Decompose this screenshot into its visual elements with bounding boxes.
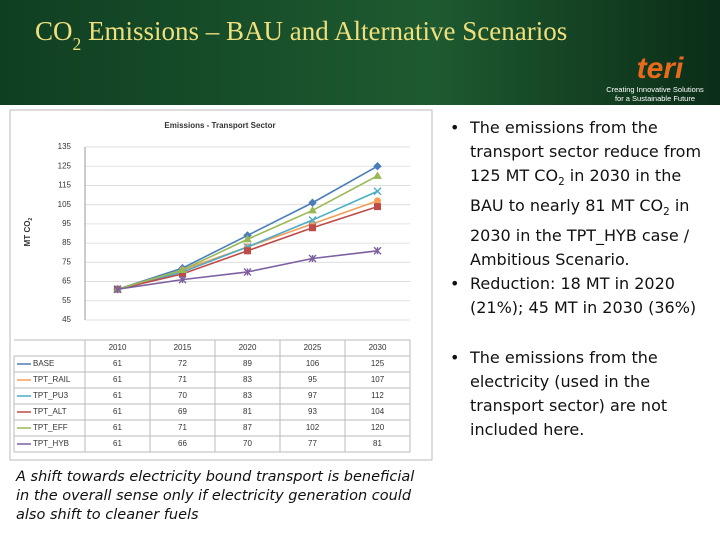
x-tick-label: 2015 <box>174 343 192 352</box>
y-axis-label: MT CO2 <box>23 218 34 247</box>
bullet-list: The emissions from the transport sector … <box>440 116 715 442</box>
marker <box>243 234 252 243</box>
bullet: The emissions from the electricity (used… <box>440 346 715 442</box>
text-run: Emissions – BAU and Alternative Scenario… <box>81 16 567 46</box>
table-cell: 81 <box>373 439 382 448</box>
table-cell: 102 <box>306 423 320 432</box>
text-run: Reduction: 18 MT in 2020 (21%); 45 MT in… <box>470 274 697 318</box>
subscript: 2 <box>28 218 34 221</box>
text-run: The emissions from the transport sector … <box>470 118 702 185</box>
y-tick-label: 85 <box>62 238 71 247</box>
table-cell: 69 <box>178 407 187 416</box>
legend-label: TPT_RAIL <box>33 375 71 384</box>
text-run: MT CO <box>23 221 32 247</box>
chart-title: Emissions - Transport Sector <box>164 121 275 130</box>
marker <box>308 254 317 263</box>
table-cell: 77 <box>308 439 317 448</box>
legend-label: BASE <box>33 359 54 368</box>
marker <box>308 205 317 214</box>
y-tick-label: 115 <box>58 181 71 190</box>
y-tick-label: 65 <box>62 277 71 286</box>
table-cell: 72 <box>178 359 187 368</box>
marker <box>113 285 122 294</box>
marker <box>373 246 382 255</box>
marker <box>374 203 381 211</box>
y-tick-label: 105 <box>58 200 72 209</box>
text-run: CO <box>35 16 73 46</box>
subscript: 2 <box>73 34 82 54</box>
table-cell: 89 <box>243 359 252 368</box>
marker <box>178 275 187 284</box>
marker <box>309 224 316 232</box>
table-cell: 61 <box>113 359 122 368</box>
y-tick-label: 75 <box>62 257 71 266</box>
chart: Emissions - Transport Sector MT CO2 45 55… <box>13 121 411 453</box>
banner <box>0 0 720 105</box>
subscript: 2 <box>663 206 670 219</box>
legend-label: TPT_PU3 <box>33 391 69 400</box>
x-tick-label: 2030 <box>369 343 387 352</box>
table-cell: 95 <box>308 375 317 384</box>
marker <box>374 197 381 205</box>
tagline: for a Sustainable Future <box>615 94 695 103</box>
text-run: The emissions from the electricity (used… <box>470 348 668 440</box>
marker <box>373 162 382 171</box>
bullet: Reduction: 18 MT in 2020 (21%); 45 MT in… <box>440 272 715 320</box>
y-tick-label: 125 <box>58 161 72 170</box>
tagline: Creating Innovative Solutions <box>606 85 704 94</box>
legend-label: TPT_EFF <box>33 423 68 432</box>
table-cell: 83 <box>243 375 252 384</box>
table-cell: 61 <box>113 439 122 448</box>
table-cell: 120 <box>371 423 385 432</box>
table-cell: 70 <box>178 391 187 400</box>
table-cell: 70 <box>243 439 252 448</box>
table-cell: 61 <box>113 423 122 432</box>
table-cell: 106 <box>306 359 320 368</box>
text-run: in 2030 in the BAU to nearly 81 MT CO <box>470 166 682 216</box>
table-cell: 97 <box>308 391 317 400</box>
subscript: 2 <box>558 176 565 189</box>
table-cell: 61 <box>113 407 122 416</box>
table-cell: 87 <box>243 423 252 432</box>
table-cell: 81 <box>243 407 252 416</box>
x-tick-label: 2020 <box>239 343 257 352</box>
marker <box>244 247 251 255</box>
table-cell: 71 <box>178 423 187 432</box>
y-tick-label: 95 <box>62 219 71 228</box>
slide-title: CO2 Emissions – BAU and Alternative Scen… <box>35 16 567 54</box>
y-tick-label: 45 <box>62 315 71 324</box>
marker <box>178 265 187 274</box>
x-tick-label: 2025 <box>304 343 322 352</box>
logo: teri <box>637 52 684 85</box>
chart-frame <box>9 109 433 461</box>
legend-label: TPT_ALT <box>33 407 67 416</box>
table-cell: 112 <box>371 391 384 400</box>
marker <box>373 171 382 179</box>
legend-label: TPT_HYB <box>33 439 69 448</box>
table-cell: 107 <box>371 375 385 384</box>
marker <box>308 216 317 225</box>
marker <box>373 187 382 196</box>
table-cell: 125 <box>371 359 385 368</box>
marker <box>243 267 252 276</box>
table-cell: 61 <box>113 391 122 400</box>
table-cell: 93 <box>308 407 317 416</box>
table-cell: 71 <box>178 375 187 384</box>
y-tick-label: 55 <box>62 296 71 305</box>
caption: A shift towards electricity bound transp… <box>16 469 415 523</box>
table-cell: 61 <box>113 375 122 384</box>
table-cell: 104 <box>371 407 385 416</box>
bullet: The emissions from the transport sector … <box>440 116 715 272</box>
table-cell: 83 <box>243 391 252 400</box>
y-tick-label: 135 <box>58 142 72 151</box>
text-run: in 2030 in the TPT_HYB case / Ambitious … <box>470 196 690 270</box>
x-tick-label: 2010 <box>109 343 127 352</box>
table-cell: 66 <box>178 439 187 448</box>
